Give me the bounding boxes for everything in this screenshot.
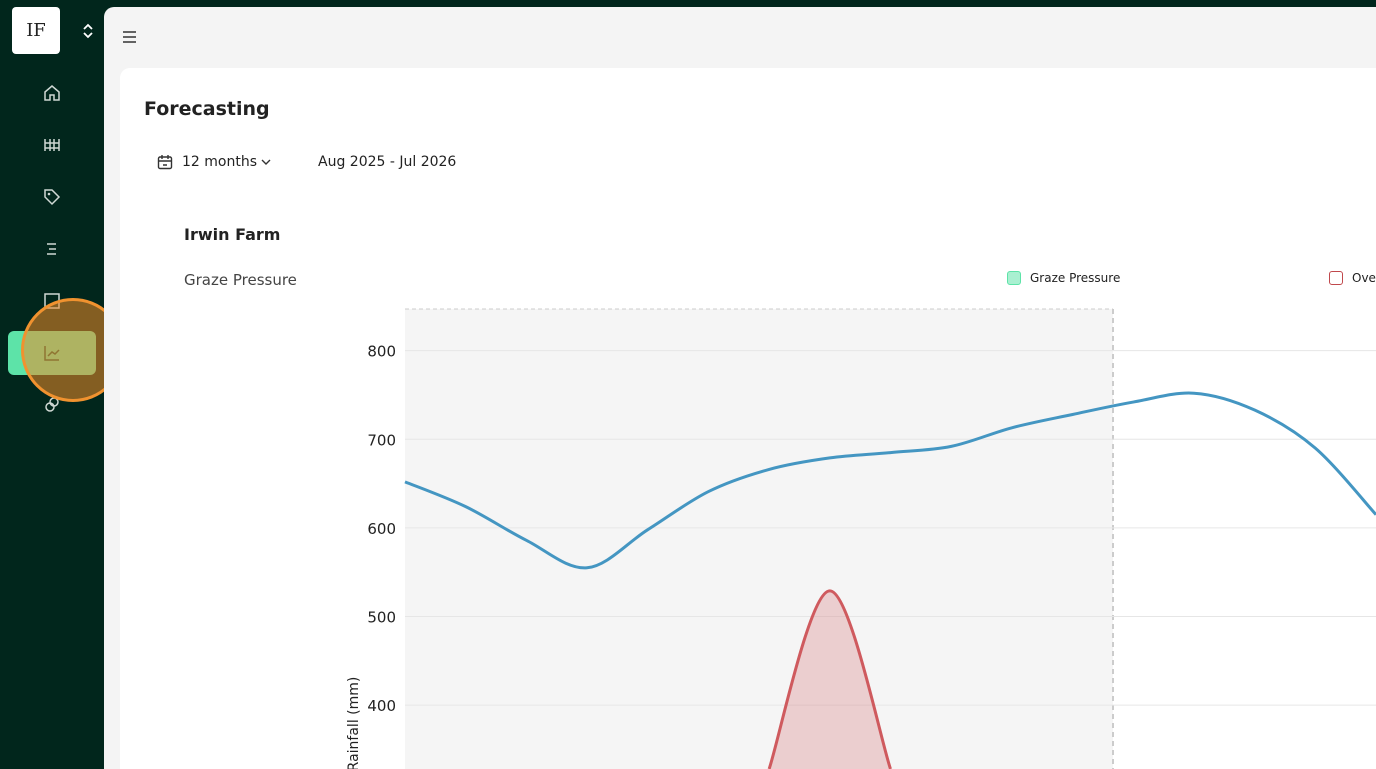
y-tick-label: 600	[367, 520, 396, 538]
calendar-icon	[157, 155, 173, 170]
logo[interactable]: IF	[12, 7, 60, 54]
sidebar: IF	[0, 0, 125, 769]
nav-tags[interactable]	[42, 187, 62, 207]
page-title: Forecasting	[144, 98, 270, 120]
y-tick-label: 500	[367, 609, 396, 627]
nav-home[interactable]	[42, 83, 62, 103]
y-tick-label: 400	[367, 697, 396, 715]
farm-name: Irwin Farm	[184, 225, 281, 244]
y-axis-label: Rainfall (mm)	[346, 677, 362, 769]
forecast-shade	[405, 309, 1113, 769]
chart: 400 500 600 700 800 Rainfall (mm)	[346, 308, 1376, 769]
y-tick-label: 800	[367, 343, 396, 361]
chevron[interactable]	[260, 157, 272, 167]
legend-label[interactable]: Ove	[1352, 271, 1376, 285]
legend-swatch[interactable]	[1007, 271, 1021, 285]
legend-label[interactable]: Graze Pressure	[1030, 271, 1121, 285]
line	[767, 589, 892, 769]
org-switcher[interactable]	[80, 22, 96, 40]
date-range: Aug 2025 - Jul 2026	[318, 154, 457, 170]
nav-list[interactable]	[42, 239, 62, 259]
period-select[interactable]: 12 months	[182, 154, 257, 170]
area	[769, 590, 891, 769]
section-title: Graze Pressure	[184, 271, 297, 289]
menu-toggle[interactable]	[122, 30, 138, 44]
legend-swatch[interactable]	[1329, 271, 1343, 285]
line	[404, 391, 1376, 570]
y-tick-label: 700	[367, 431, 396, 449]
nav-paddocks[interactable]	[42, 135, 62, 155]
